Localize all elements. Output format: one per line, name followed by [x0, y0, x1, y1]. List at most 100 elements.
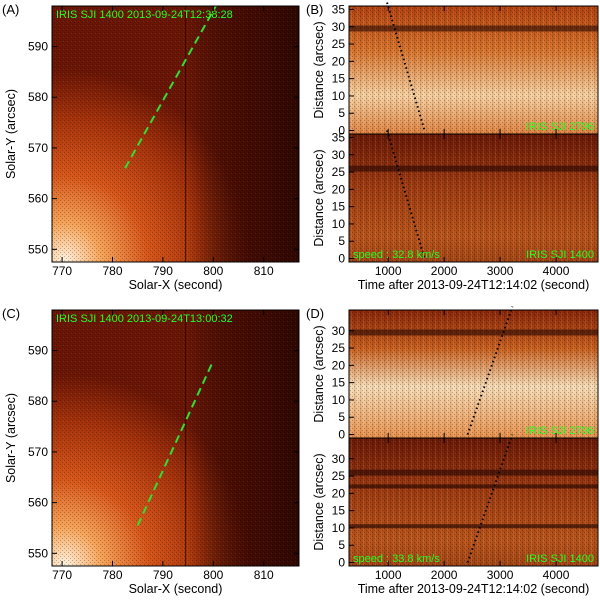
panel-a-xtick-label: 780	[102, 264, 122, 278]
panel-c-image-noise	[52, 310, 299, 566]
panel-b-upper-ytick-label: 10	[332, 89, 346, 103]
panel-b-letter: (B)	[306, 2, 323, 17]
panel-b-lower-slice: IRIS SJI 1400 0 5 10 15 20 25 30 35 Distance (arc…	[312, 130, 599, 266]
panel-a-xlabel: Solar-X (second)	[129, 278, 223, 292]
panel-d-xtick-label: 1000	[375, 568, 402, 582]
panel-d-letter: (D)	[306, 306, 324, 321]
panel-a-ytick-label: 560	[28, 192, 48, 206]
panel-a-ylabel: Solar-Y (arcsec)	[4, 89, 18, 179]
panel-c-frame	[51, 309, 300, 567]
panel-c-xtick-label: 770	[52, 568, 72, 582]
panel-b-lower-noise	[349, 134, 598, 262]
panel-c-xlabel: Solar-X (second)	[129, 582, 223, 596]
panel-d-lower-ytick-label: 20	[332, 486, 346, 500]
panel-c-ytick-label: 550	[28, 546, 48, 560]
panel-a-ytick-label: 570	[28, 141, 48, 155]
panel-a-ytick-label: 550	[28, 242, 48, 256]
panel-b-lower-ytick-label: 35	[332, 130, 346, 144]
panel-a-panel: IRIS SJI 1400 2013-09-24T12:38:28 770 780 7…	[4, 5, 300, 292]
panel-a-xtick-label: 770	[52, 264, 72, 278]
panel-a-xtick-label: 790	[153, 264, 173, 278]
panel-d-upper-slice: IRIS SJI 2796 0 5 10 15 20 25 30 Distance (arcse…	[312, 306, 599, 442]
panel-c-xtick-label: 790	[153, 568, 173, 582]
panel-b-lower-ytick-label: 5	[338, 234, 345, 248]
panel-b-lower-ytick-label: 25	[332, 165, 346, 179]
panel-b-xtick-label: 2000	[431, 264, 458, 278]
panel-d-upper-noise	[349, 310, 598, 438]
panel-d-lower-gap-band-extra	[349, 524, 598, 529]
panel-d-upper-fit-line	[466, 306, 514, 435]
panel-b-upper-instrument-label: IRIS SJI 2796	[526, 121, 594, 133]
panel-a-letter: (A)	[2, 2, 19, 17]
panel-b-xtick-label: 4000	[543, 264, 570, 278]
panel-b-lower-ytick-label: 30	[332, 148, 346, 162]
panel-c-instrument-label: IRIS SJI 1400 2013-09-24T13:00:32	[56, 313, 233, 325]
panel-d-lower-ytick-label: 25	[332, 469, 346, 483]
panel-d-lower-instrument-label: IRIS SJI 1400	[526, 553, 594, 565]
panel-d-upper-ylabel: Distance (arcsec)	[312, 325, 326, 422]
panel-d-upper-ytick-label: 30	[332, 324, 346, 338]
panel-c-ylabel: Solar-Y (arcsec)	[4, 393, 18, 483]
panel-c-ytick-label: 570	[28, 445, 48, 459]
panel-b-speed-label: speed : 32.8 km/s	[353, 249, 440, 261]
panel-d-xtick-label: 4000	[543, 568, 570, 582]
panel-d-lower-gap-band	[349, 469, 598, 476]
panel-b-lower-instrument-label: IRIS SJI 1400	[526, 249, 594, 261]
panel-b-upper-ytick-label: 30	[332, 20, 346, 34]
panel-b-lower-frame	[348, 133, 599, 263]
panel-d-upper-ytick-label: 0	[338, 428, 345, 442]
panel-b-upper-ytick-label: 35	[332, 2, 346, 16]
panel-c-xtick-label: 810	[254, 568, 274, 582]
panel-a-ytick-label: 580	[28, 90, 48, 104]
panel-b-xlabel: Time after 2013-09-24T12:14:02 (second)	[358, 278, 590, 292]
panel-a-instrument-label: IRIS SJI 1400 2013-09-24T12:38:28	[56, 9, 233, 21]
panel-b-xtick-label: 1000	[375, 264, 402, 278]
panel-c-ytick-label: 580	[28, 394, 48, 408]
panel-a-image-noise	[52, 6, 299, 262]
panel-b-lower-gap-band	[349, 165, 598, 172]
panel-c-xtick-label: 780	[102, 568, 122, 582]
panel-d-lower-ytick-label: 5	[338, 538, 345, 552]
panel-c-letter: (C)	[2, 306, 20, 321]
panel-b-xtick-label: 3000	[487, 264, 514, 278]
panel-c-panel: IRIS SJI 1400 2013-09-24T13:00:32 770 780 7…	[4, 309, 300, 596]
panel-d-upper-instrument-label: IRIS SJI 2796	[526, 425, 594, 437]
panel-b-upper-slice: IRIS SJI 2796 0 5 10 15 20 25 30 35 Distance (arc…	[312, 2, 599, 138]
panel-d-xlabel: Time after 2013-09-24T12:14:02 (second)	[358, 582, 590, 596]
panel-d-xtick-label: 3000	[487, 568, 514, 582]
panel-b-lower-ylabel: Distance (arcsec)	[312, 149, 326, 246]
panel-d-xtick-label: 2000	[431, 568, 458, 582]
panel-a-xtick-label: 800	[203, 264, 223, 278]
panel-d-speed-label: speed : 33.8 km/s	[353, 553, 440, 565]
panel-d-lower-ytick-label: 0	[338, 556, 345, 570]
panel-c-ytick-label: 560	[28, 496, 48, 510]
panel-b-upper-gap-band	[349, 25, 598, 32]
panel-b-upper-ytick-label: 25	[332, 37, 346, 51]
panel-b-lower-ytick-label: 10	[332, 217, 346, 231]
panel-b-upper-ytick-label: 0	[338, 124, 345, 138]
panel-d-lower-ytick-label: 15	[332, 504, 346, 518]
panel-c-ytick-label: 590	[28, 344, 48, 358]
panel-d-lower-slice: IRIS SJI 1400 0 5 10 15 20 25 30 Distance (arcse…	[312, 434, 599, 570]
panel-d-upper-ytick-label: 15	[332, 376, 346, 390]
panel-d-upper-ytick-label: 25	[332, 341, 346, 355]
panel-b-lower-ytick-label: 15	[332, 200, 346, 214]
panel-a-frame	[51, 5, 300, 263]
panel-b-upper-ytick-label: 5	[338, 106, 345, 120]
panel-b-upper-ylabel: Distance (arcsec)	[312, 21, 326, 118]
panel-b-panel: IRIS SJI 2796 0 5 10 15 20 25 30 35 Distance (arc…	[312, 2, 599, 292]
panel-b-upper-ytick-label: 15	[332, 72, 346, 86]
panel-d-lower-ytick-label: 30	[332, 452, 346, 466]
panel-b-lower-ytick-label: 0	[338, 252, 345, 266]
panel-d-lower-ytick-label: 10	[332, 521, 346, 535]
panel-d-lower-ylabel: Distance (arcsec)	[312, 453, 326, 550]
panel-d-panel: IRIS SJI 2796 0 5 10 15 20 25 30 Distance (arcse…	[312, 306, 599, 596]
panel-b-lower-ytick-label: 20	[332, 182, 346, 196]
panel-d-upper-gap-band	[349, 329, 598, 336]
panel-c-xtick-label: 800	[203, 568, 223, 582]
panel-a-ytick-label: 590	[28, 40, 48, 54]
panel-a-xtick-label: 810	[254, 264, 274, 278]
panel-a-slit-path	[124, 5, 217, 169]
panel-d-upper-ytick-label: 20	[332, 358, 346, 372]
panel-d-upper-ytick-label: 5	[338, 410, 345, 424]
